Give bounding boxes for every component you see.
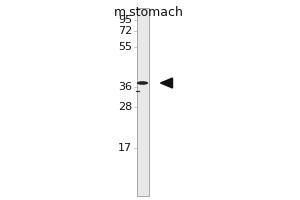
Text: 95: 95 [118,15,132,25]
Text: m.stomach: m.stomach [114,6,184,19]
Bar [136,8,148,196]
Text: 55: 55 [118,42,132,52]
Ellipse shape [137,81,148,85]
Text: 17: 17 [118,143,132,153]
Text: 72: 72 [118,26,132,36]
Text: 36: 36 [118,82,132,92]
Polygon shape [160,78,172,88]
Text: 28: 28 [118,102,132,112]
